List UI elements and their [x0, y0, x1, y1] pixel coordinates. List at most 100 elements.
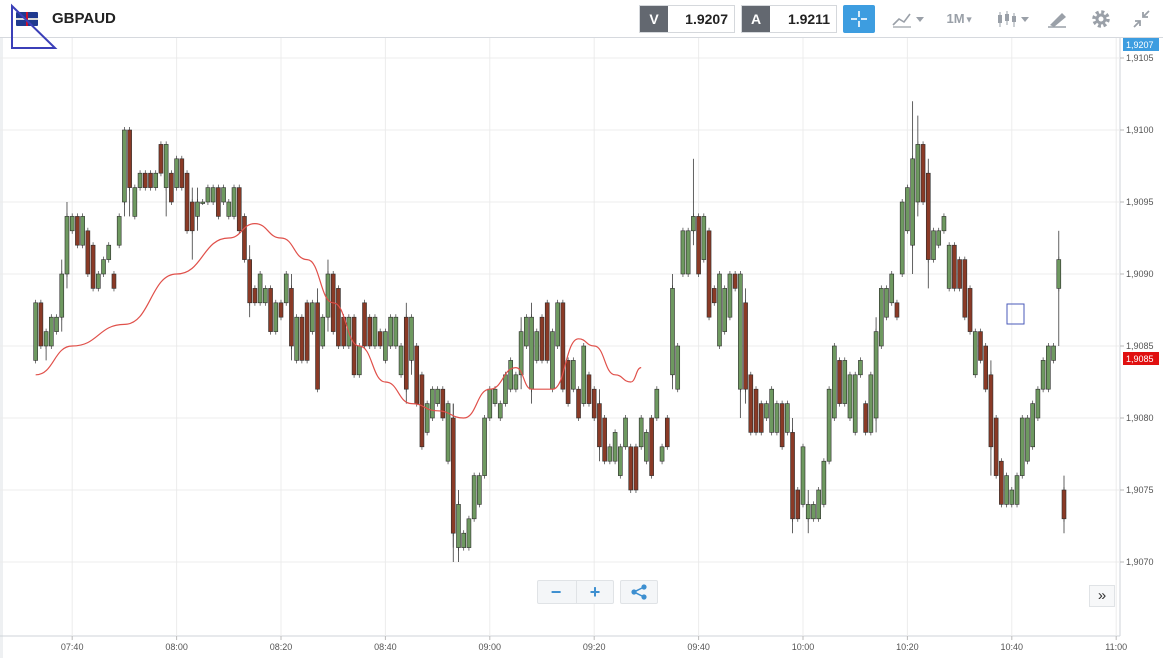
candle-down [894, 302, 900, 318]
candle-up [69, 216, 75, 232]
bid-price-box[interactable]: V 1.9207 [639, 5, 735, 33]
candle-up [785, 403, 790, 433]
candle-wicks [35, 101, 1065, 562]
candle-down [565, 360, 571, 404]
candle-up [659, 446, 665, 462]
candle-up [116, 216, 122, 246]
zoom-out-button[interactable]: − [550, 582, 562, 602]
candle-up [466, 518, 472, 548]
indicators-button[interactable] [885, 5, 929, 33]
candle-down [90, 244, 96, 289]
candle-up [524, 316, 529, 347]
candle-up [722, 288, 728, 332]
candle-down [189, 201, 195, 232]
candle-up [1030, 403, 1035, 448]
candle-up [487, 388, 493, 419]
zoom-in-button[interactable]: + [576, 581, 613, 603]
x-tick-label: 09:40 [687, 642, 710, 652]
candle-down [628, 446, 634, 491]
candle-down [633, 446, 639, 491]
candle-up [273, 302, 279, 332]
candle-up [430, 388, 435, 419]
candle-up [685, 230, 691, 275]
candle-down [591, 388, 597, 419]
candle-up [195, 201, 200, 217]
candle-down [790, 432, 795, 520]
collapse-button[interactable] [1124, 5, 1158, 33]
candle-down [419, 374, 425, 448]
candle-bodies [33, 129, 1067, 548]
crosshair-button[interactable] [843, 5, 875, 33]
grid [0, 38, 1121, 637]
zoom-controls: − + [537, 580, 614, 604]
candle-down [544, 302, 550, 361]
candle-up [508, 360, 513, 390]
candle-up [283, 273, 289, 304]
chevron-down-icon: ▼ [964, 14, 974, 25]
x-tick-label: 08:00 [165, 642, 188, 652]
candle-down [367, 316, 373, 347]
candle-up [847, 374, 853, 419]
candle-up [294, 316, 299, 361]
drawing-tools-button[interactable] [1040, 5, 1074, 33]
drawing-icon [1048, 13, 1066, 28]
candle-up [946, 244, 952, 289]
candle-down [967, 288, 973, 332]
candle-up [774, 403, 780, 433]
candle-up [769, 388, 774, 433]
candle-down [748, 374, 754, 433]
candle-down [377, 331, 383, 347]
candle-up [811, 504, 816, 520]
candle-up [205, 187, 211, 203]
candle-down [158, 144, 164, 174]
candle-up [936, 230, 942, 246]
left-edge [0, 38, 3, 658]
ask-price-box[interactable]: A 1.9211 [741, 5, 837, 33]
candle-up [132, 187, 138, 217]
timeframe-dropdown[interactable]: 1M▼ [938, 5, 982, 33]
share-icon [631, 584, 647, 600]
candle-up [878, 288, 884, 347]
candle-down [38, 302, 44, 347]
candle-up [137, 172, 143, 188]
x-tick-label: 07:40 [61, 642, 84, 652]
candle-up [80, 216, 85, 246]
candle-up [1051, 345, 1056, 361]
candle-down [753, 388, 759, 433]
candle-up [49, 316, 54, 347]
candle-down [795, 489, 801, 520]
candle-up [64, 216, 70, 275]
candle-down [75, 216, 80, 246]
candle-up [1040, 360, 1046, 390]
candle-up [310, 302, 315, 332]
candle-up [122, 129, 127, 203]
candle-up [101, 259, 106, 275]
candle-down [179, 158, 185, 188]
candle-down [664, 417, 670, 448]
candle-down [560, 302, 566, 390]
candle-down [993, 417, 999, 476]
chart-type-button[interactable] [990, 5, 1034, 33]
settings-button[interactable] [1084, 5, 1118, 33]
candle-up [471, 475, 477, 520]
candle-up [435, 388, 440, 404]
share-button[interactable] [621, 581, 657, 603]
candle-up [320, 316, 326, 347]
candle-down [999, 460, 1004, 505]
y-tick-label: 1,9090 [1126, 269, 1154, 279]
candle-up [675, 345, 681, 390]
candle-up [832, 345, 837, 419]
candle-up [221, 187, 226, 203]
candle-down [952, 244, 957, 289]
candle-up [905, 187, 910, 232]
candle-up [372, 316, 378, 347]
candle-up [59, 273, 65, 318]
candle-down [336, 288, 341, 347]
scroll-right-button[interactable]: » [1089, 585, 1115, 607]
candle-up [513, 374, 519, 390]
candle-down [983, 345, 989, 390]
candle-down [169, 172, 174, 203]
candle-down [597, 403, 602, 448]
ask-label: A [742, 6, 770, 32]
